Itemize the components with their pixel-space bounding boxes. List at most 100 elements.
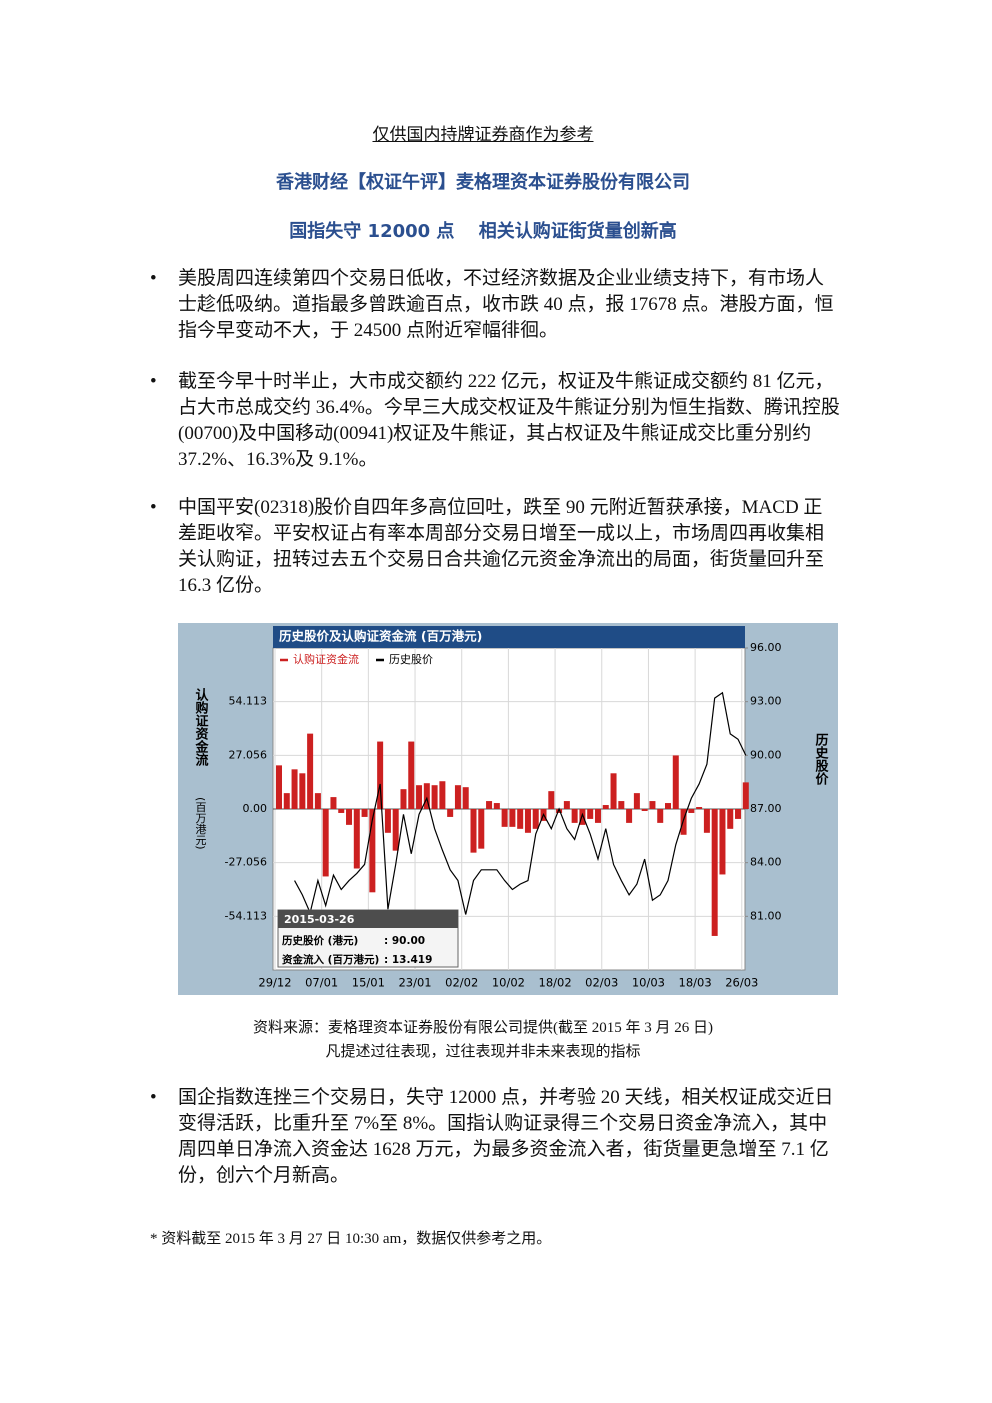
x-tick-label: 10/03 bbox=[632, 976, 665, 990]
bar bbox=[283, 793, 290, 809]
bar bbox=[408, 741, 415, 809]
bar bbox=[672, 755, 679, 809]
bar bbox=[392, 809, 399, 851]
bar bbox=[641, 809, 648, 811]
bar bbox=[416, 785, 423, 809]
bullet: 国企指数连挫三个交易日，失守 12000 点，并考验 20 天线，相关权证成交近… bbox=[150, 1085, 840, 1189]
bar bbox=[524, 809, 531, 833]
bar bbox=[633, 793, 640, 809]
bar bbox=[602, 805, 609, 809]
x-tick-label: 02/02 bbox=[445, 976, 478, 990]
y2-tick-label: 90.00 bbox=[750, 748, 782, 761]
bar bbox=[563, 801, 570, 809]
tooltip-value: : 90.00 bbox=[384, 935, 425, 947]
bar bbox=[665, 803, 671, 809]
bullet: 美股周四连续第四个交易日低收，不过经济数据及企业业绩支持下，有市场人士趁低吸纳。… bbox=[150, 266, 840, 344]
legend-label: 历史股价 bbox=[389, 653, 433, 666]
bar bbox=[688, 809, 695, 813]
bar bbox=[431, 785, 438, 809]
bar bbox=[346, 809, 353, 825]
x-tick-label: 02/03 bbox=[585, 976, 618, 990]
x-tick-label: 07/01 bbox=[305, 976, 338, 990]
source: 资料来源：麦格理资本证券股份有限公司提供(截至 2015 年 3 月 26 日) bbox=[253, 1020, 713, 1036]
bar bbox=[735, 809, 742, 819]
bar bbox=[377, 741, 384, 809]
bar bbox=[618, 801, 625, 809]
bar bbox=[501, 809, 508, 827]
bar bbox=[423, 783, 430, 809]
bar bbox=[299, 773, 306, 809]
bar bbox=[384, 809, 391, 833]
tooltip-header bbox=[278, 910, 458, 928]
bar bbox=[556, 809, 563, 813]
y2-tick-label: 96.00 bbox=[750, 641, 782, 654]
bar bbox=[571, 809, 578, 823]
bar bbox=[532, 809, 539, 829]
bar bbox=[447, 809, 454, 817]
bar bbox=[657, 809, 664, 823]
tooltip-label: 资金流入 (百万港元) bbox=[282, 953, 379, 966]
bullet: 中国平安(02318)股价自四年多高位回吐，跌至 90 元附近暂获承接，MACD… bbox=[150, 495, 840, 599]
bar bbox=[696, 807, 703, 809]
y2-tick-label: 87.00 bbox=[750, 802, 782, 815]
x-tick-label: 23/01 bbox=[398, 976, 431, 990]
y-tick-label: -54.113 bbox=[225, 909, 267, 922]
bar bbox=[587, 809, 594, 819]
bar bbox=[703, 809, 710, 833]
x-tick-label: 15/01 bbox=[352, 976, 385, 990]
bar bbox=[291, 769, 298, 809]
title: 香港财经【权证午评】麦格理资本证券股份有限公司 bbox=[276, 172, 690, 193]
chart: 历史股价及认购证资金流 (百万港元) 认购证资金流 (百万港元) 历史股价 -5… bbox=[178, 623, 838, 995]
bar bbox=[361, 809, 368, 817]
y-tick-label: 27.056 bbox=[229, 748, 268, 761]
bar bbox=[493, 803, 500, 809]
y-tick-label: 0.00 bbox=[243, 802, 268, 815]
bar bbox=[649, 801, 656, 809]
y2-tick-label: 93.00 bbox=[750, 695, 782, 708]
headline: 国指失守 12000 点 相关认购证街货量创新高 bbox=[289, 221, 677, 242]
y-axis-title: 认购证资金流 bbox=[193, 687, 210, 767]
x-tick-label: 26/03 bbox=[725, 976, 758, 990]
bar bbox=[711, 809, 718, 936]
bar bbox=[548, 791, 555, 809]
y-tick-label: 54.113 bbox=[229, 695, 268, 708]
x-tick-label: 18/03 bbox=[679, 976, 712, 990]
bar bbox=[307, 733, 314, 809]
x-tick-label: 29/12 bbox=[258, 976, 291, 990]
chart-title: 历史股价及认购证资金流 (百万港元) bbox=[279, 629, 482, 644]
bar bbox=[470, 809, 477, 853]
bar bbox=[400, 789, 407, 809]
y-tick-label: -27.056 bbox=[225, 856, 267, 869]
bar bbox=[719, 809, 726, 875]
y2-axis-title: 历史股价 bbox=[813, 733, 829, 786]
tooltip-value: : 13.419 bbox=[384, 954, 432, 966]
bar bbox=[486, 801, 493, 809]
bar bbox=[314, 793, 321, 809]
bullet: 截至今早十时半止，大市成交额约 222 亿元，权证及牛熊证成交额约 81 亿元，… bbox=[150, 369, 840, 473]
notice: 仅供国内持牌证券商作为参考 bbox=[372, 125, 594, 144]
tooltip-label: 历史股价 (港元) bbox=[282, 934, 358, 947]
bar bbox=[579, 809, 586, 825]
bar bbox=[478, 809, 485, 849]
legend-label: 认购证资金流 bbox=[293, 652, 359, 666]
x-tick-label: 18/02 bbox=[539, 976, 572, 990]
x-tick-label: 10/02 bbox=[492, 976, 525, 990]
bar bbox=[727, 809, 734, 829]
bar bbox=[462, 787, 469, 809]
footnote: * 资料截至 2015 年 3 月 27 日 10:30 am，数据仅供参考之用… bbox=[150, 1231, 552, 1247]
bar bbox=[322, 809, 329, 877]
bar bbox=[439, 781, 446, 809]
disclaimer: 凡提述过往表现，过往表现并非未来表现的指标 bbox=[325, 1044, 641, 1060]
bar bbox=[594, 809, 601, 823]
bar bbox=[517, 809, 524, 829]
bar bbox=[369, 809, 376, 893]
bar bbox=[610, 773, 617, 809]
bar bbox=[338, 809, 345, 813]
bar bbox=[330, 797, 337, 809]
bar bbox=[680, 809, 687, 835]
tooltip-date: 2015-03-26 bbox=[284, 913, 355, 926]
y2-tick-label: 81.00 bbox=[750, 909, 782, 922]
bar bbox=[742, 782, 749, 809]
